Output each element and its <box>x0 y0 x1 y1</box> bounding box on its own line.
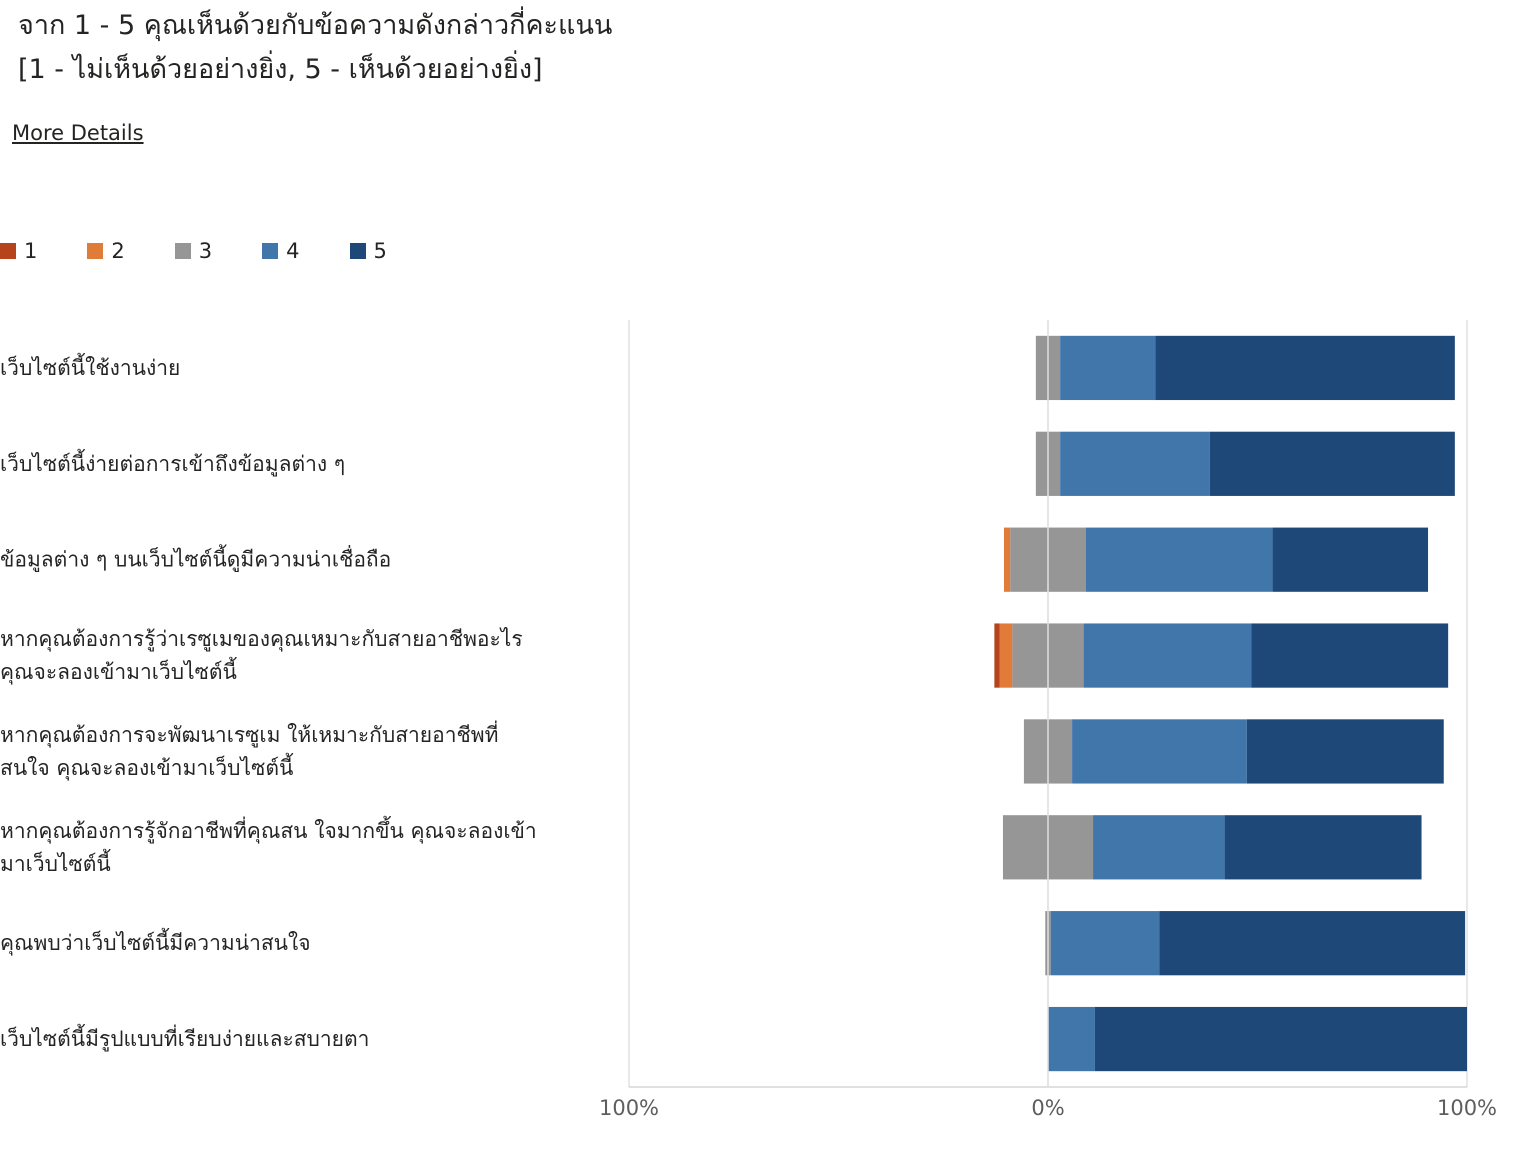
category-label-5-line-2: สนใจ คุณจะลองเข้ามาเว็บไซต์นี้ <box>0 753 294 781</box>
legend-swatch-5 <box>349 243 366 259</box>
bar-6-rating-5[interactable] <box>1224 815 1422 880</box>
category-label-2: เว็บไซต์นี้ง่ายต่อการเข้าถึงข้อมูลต่าง ๆ <box>0 449 345 477</box>
category-label-1: เว็บไซต์นี้ใช้งานง่าย <box>0 353 180 380</box>
legend-swatch-1 <box>0 243 16 259</box>
legend-swatch-3 <box>174 243 191 259</box>
bar-4-rating-2[interactable] <box>999 623 1013 688</box>
category-label-8: เว็บไซต์นี้มีรูปแบบที่เรียบง่ายและสบายตา <box>0 1024 369 1052</box>
category-label-6: หากคุณต้องการรู้จักอาชีพที่คุณสน ใจมากขึ… <box>0 816 537 876</box>
chart-legend: 1 2 3 4 5 <box>0 236 437 266</box>
bar-3-rating-4[interactable] <box>1085 527 1273 592</box>
category-label-8-line-1: เว็บไซต์นี้มีรูปแบบที่เรียบง่ายและสบายตา <box>0 1024 369 1052</box>
chart-title: จาก 1 - 5 คุณเห็นด้วยกับข้อความดังกล่าวก… <box>18 4 612 92</box>
bar-4-rating-4[interactable] <box>1083 623 1252 688</box>
category-label-4-line-1: หากคุณต้องการรู้ว่าเรซูเมของคุณเหมาะกับส… <box>0 627 523 652</box>
legend-item-5[interactable]: 5 <box>349 236 387 266</box>
bar-2-rating-5[interactable] <box>1209 431 1455 496</box>
legend-item-3[interactable]: 3 <box>174 236 213 266</box>
category-label-5-line-1: หากคุณต้องการจะพัฒนาเรซูเม ให้เหมาะกับสา… <box>0 720 498 748</box>
bar-5-rating-5[interactable] <box>1246 719 1444 784</box>
bar-3-rating-5[interactable] <box>1272 527 1429 592</box>
bar-5-rating-4[interactable] <box>1072 719 1247 784</box>
bar-2-rating-4[interactable] <box>1060 431 1210 496</box>
legend-swatch-2 <box>87 243 104 259</box>
category-label-2-line-1: เว็บไซต์นี้ง่ายต่อการเข้าถึงข้อมูลต่าง ๆ <box>0 449 345 477</box>
bar-3-rating-2[interactable] <box>1004 527 1011 592</box>
category-label-7: คุณพบว่าเว็บไซต์นี้มีความน่าสนใจ <box>0 928 311 956</box>
legend-item-4[interactable]: 4 <box>262 236 300 266</box>
bar-7-rating-5[interactable] <box>1159 911 1466 976</box>
legend-label-2: 2 <box>111 239 125 263</box>
bar-1-rating-4[interactable] <box>1060 335 1156 401</box>
category-label-7-line-1: คุณพบว่าเว็บไซต์นี้มีความน่าสนใจ <box>0 928 311 956</box>
legend-label-4: 4 <box>286 239 300 263</box>
chart-title-line-2: [1 - ไม่เห็นด้วยอย่างยิ่ง, 5 - เห็นด้วยอ… <box>18 54 543 85</box>
legend-item-1[interactable]: 1 <box>0 236 37 266</box>
legend-label-1: 1 <box>24 239 38 263</box>
category-label-5: หากคุณต้องการจะพัฒนาเรซูเม ให้เหมาะกับสา… <box>0 720 498 781</box>
bar-4-rating-1[interactable] <box>994 623 1000 688</box>
bar-8-rating-4[interactable] <box>1048 1006 1095 1072</box>
category-label-1-line-1: เว็บไซต์นี้ใช้งานง่าย <box>0 353 180 380</box>
category-label-3: ข้อมูลต่าง ๆ บนเว็บไซต์นี้ดูมีความน่าเชื… <box>0 545 391 573</box>
x-tick-label-0: 100% <box>599 1096 659 1120</box>
bar-1-rating-5[interactable] <box>1155 335 1455 401</box>
category-label-4-line-2: คุณจะลองเข้ามาเว็บไซต์นี้ <box>0 657 237 685</box>
legend-label-5: 5 <box>373 239 387 263</box>
category-label-6-line-1: หากคุณต้องการรู้จักอาชีพที่คุณสน ใจมากขึ… <box>0 816 537 844</box>
bar-6-rating-4[interactable] <box>1093 815 1225 880</box>
chart-title-line-1: จาก 1 - 5 คุณเห็นด้วยกับข้อความดังกล่าวก… <box>18 10 613 41</box>
bar-4-rating-5[interactable] <box>1251 623 1449 688</box>
diverging-bar-chart: 100% 0% 100% เว็บไซต์นี้ใช้งานง่ายเว็บไซต์น… <box>0 320 1497 1120</box>
category-label-6-line-2: มาเว็บไซต์นี้ <box>0 849 111 876</box>
category-label-4: หากคุณต้องการรู้ว่าเรซูเมของคุณเหมาะกับส… <box>0 627 523 685</box>
bar-8-rating-5[interactable] <box>1094 1006 1467 1072</box>
category-label-3-line-1: ข้อมูลต่าง ๆ บนเว็บไซต์นี้ดูมีความน่าเชื… <box>0 545 391 573</box>
bar-7-rating-4[interactable] <box>1050 911 1160 976</box>
legend-swatch-4 <box>262 243 279 259</box>
more-details-link[interactable]: More Details <box>12 121 144 145</box>
x-tick-label-2: 100% <box>1437 1096 1497 1120</box>
x-tick-label-1: 0% <box>1031 1096 1064 1120</box>
legend-label-3: 3 <box>198 239 213 263</box>
legend-item-2[interactable]: 2 <box>87 236 125 266</box>
